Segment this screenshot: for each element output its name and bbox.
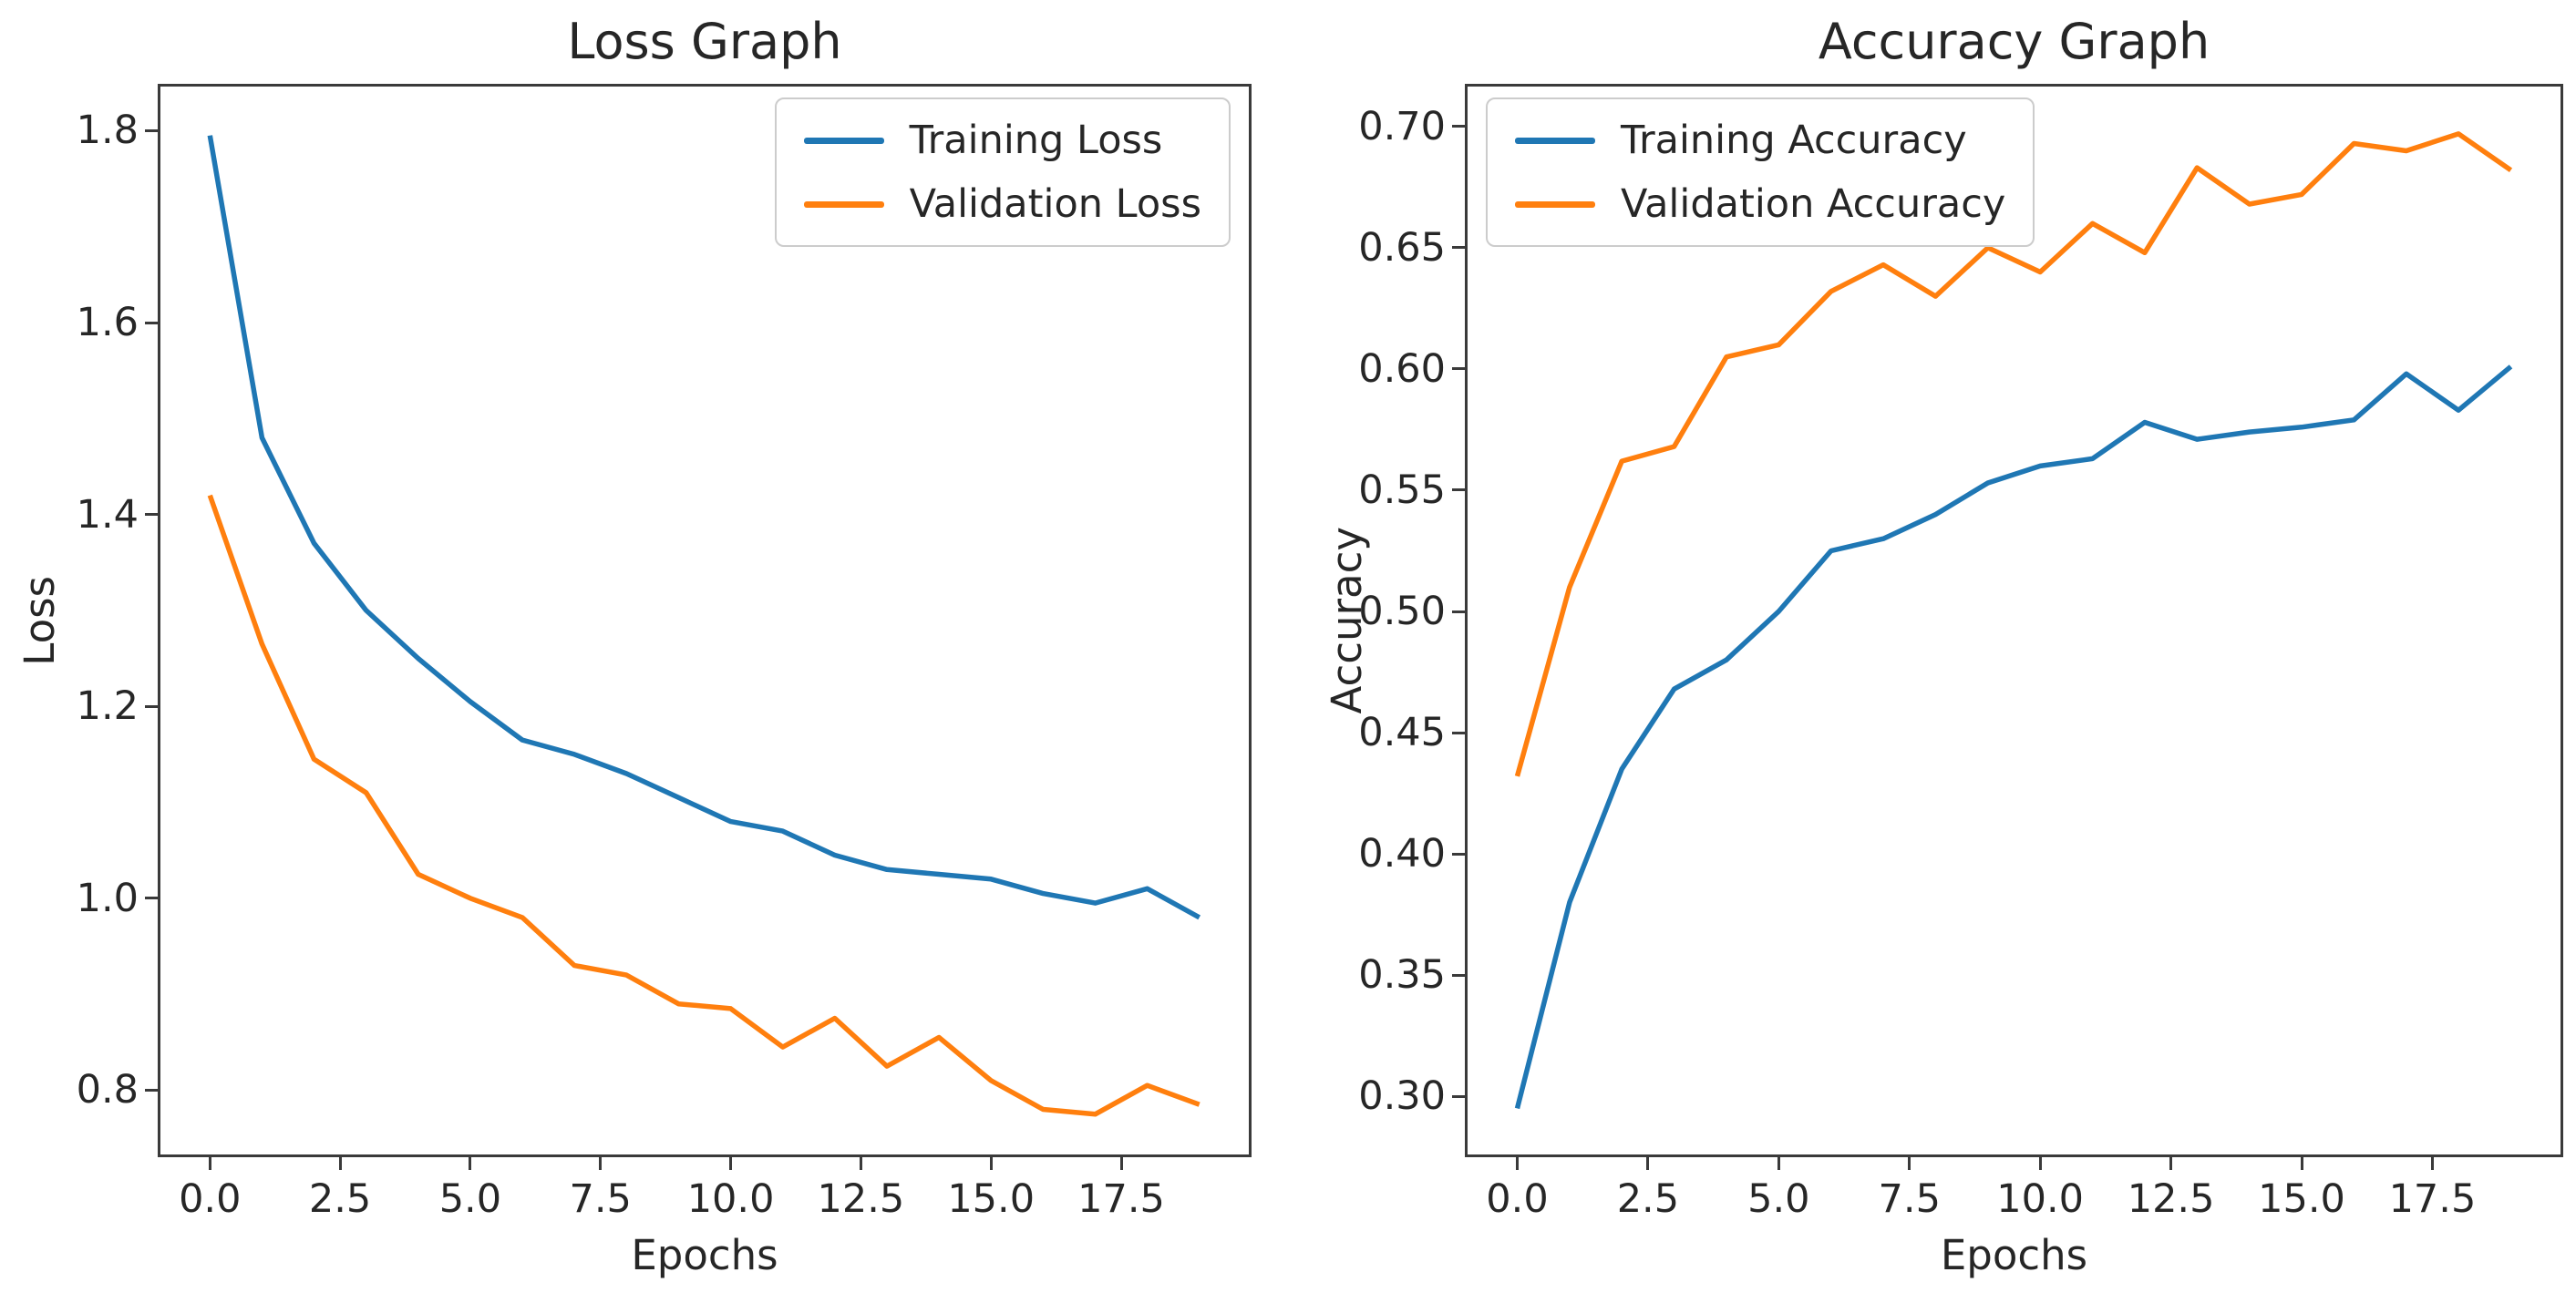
- validation-loss-line: [207, 494, 1200, 1117]
- loss-y-axis-label: Loss: [15, 575, 64, 666]
- accuracy-chart-axes: Accuracy Graph Accuracy Epochs Training …: [1323, 13, 2563, 1279]
- y-tick-label: 0.65: [1358, 224, 1446, 271]
- accuracy-legend: Training Accuracy Validation Accuracy: [1486, 97, 2035, 247]
- y-tick-label: 0.8: [76, 1067, 139, 1113]
- x-tick: [1777, 1157, 1780, 1170]
- x-tick: [729, 1157, 733, 1170]
- loss-y-axis-label-wrap: Loss: [15, 87, 64, 1154]
- x-tick: [599, 1157, 603, 1170]
- x-tick: [2169, 1157, 2173, 1170]
- x-tick: [859, 1157, 862, 1170]
- validation-accuracy-legend-label: Validation Accuracy: [1621, 181, 2006, 227]
- y-tick: [145, 704, 158, 708]
- x-tick-label: 17.5: [1077, 1176, 1165, 1222]
- y-tick: [1452, 125, 1465, 128]
- x-tick: [2300, 1157, 2303, 1170]
- x-tick-label: 5.0: [1747, 1176, 1810, 1222]
- x-tick-label: 17.5: [2388, 1176, 2477, 1222]
- x-tick: [989, 1157, 993, 1170]
- x-tick-label: 15.0: [947, 1176, 1036, 1222]
- legend-item-validation-accuracy: Validation Accuracy: [1515, 181, 2005, 227]
- accuracy-graph-plot-area: [1514, 131, 2513, 1110]
- y-tick-label: 0.30: [1358, 1073, 1446, 1120]
- y-tick: [145, 897, 158, 900]
- x-tick-label: 7.5: [1878, 1176, 1941, 1222]
- y-tick-label: 0.60: [1358, 345, 1446, 392]
- y-tick: [1452, 973, 1465, 977]
- y-tick-label: 0.45: [1358, 710, 1446, 756]
- y-tick-label: 1.8: [76, 108, 139, 154]
- x-tick-label: 12.5: [2127, 1176, 2215, 1222]
- loss-chart-axes: Loss Graph Loss Epochs Training Loss Val…: [15, 13, 1252, 1279]
- legend-item-validation-loss: Validation Loss: [803, 181, 1201, 227]
- training-loss-line: [207, 135, 1201, 920]
- x-tick-label: 7.5: [569, 1176, 632, 1222]
- x-tick: [1119, 1157, 1123, 1170]
- legend-item-training-accuracy: Training Accuracy: [1515, 118, 2005, 163]
- y-tick: [1452, 1094, 1465, 1098]
- loss-legend: Training Loss Validation Loss: [774, 97, 1231, 247]
- legend-item-training-loss: Training Loss: [803, 118, 1201, 163]
- x-tick-label: 5.0: [438, 1176, 502, 1222]
- training-accuracy-line: [1514, 364, 2513, 1110]
- y-tick: [145, 1088, 158, 1092]
- training-accuracy-legend-label: Training Accuracy: [1621, 118, 1967, 163]
- x-tick-label: 10.0: [1996, 1176, 2085, 1222]
- x-tick: [2430, 1157, 2434, 1170]
- x-tick: [1908, 1157, 1911, 1170]
- y-tick: [145, 321, 158, 324]
- x-tick-label: 0.0: [1486, 1176, 1549, 1222]
- training-loss-legend-label: Training Loss: [909, 118, 1163, 163]
- y-tick: [1452, 367, 1465, 371]
- x-tick-label: 12.5: [817, 1176, 905, 1222]
- y-tick-label: 0.40: [1358, 831, 1446, 877]
- x-tick: [1646, 1157, 1650, 1170]
- x-tick: [2038, 1157, 2042, 1170]
- validation-loss-legend-label: Validation Loss: [909, 181, 1201, 227]
- accuracy-chart-title: Accuracy Graph: [1818, 13, 2210, 70]
- loss-x-axis-label: Epochs: [631, 1231, 778, 1279]
- x-tick: [1516, 1157, 1519, 1170]
- loss-graph-plot-area: [207, 135, 1201, 1117]
- y-tick: [1452, 852, 1465, 856]
- y-tick-label: 0.70: [1358, 103, 1446, 149]
- x-tick-label: 0.0: [179, 1176, 242, 1222]
- validation-accuracy-line: [1514, 131, 2513, 777]
- y-tick-label: 0.55: [1358, 467, 1446, 513]
- y-tick-label: 0.35: [1358, 952, 1446, 999]
- accuracy-x-axis-label: Epochs: [1940, 1231, 2088, 1279]
- training-loss-legend-line-sample: [803, 137, 884, 144]
- x-tick-label: 15.0: [2258, 1176, 2345, 1222]
- x-tick-label: 10.0: [686, 1176, 775, 1222]
- y-tick-label: 1.6: [76, 300, 139, 346]
- training-accuracy-legend-line-sample: [1515, 137, 1595, 144]
- y-tick-label: 1.0: [76, 875, 139, 921]
- loss-chart-title: Loss Graph: [567, 13, 842, 70]
- y-tick-label: 0.50: [1358, 589, 1446, 635]
- y-tick: [145, 128, 158, 132]
- y-tick: [1452, 488, 1465, 492]
- x-tick: [208, 1157, 211, 1170]
- y-tick: [1452, 246, 1465, 250]
- y-tick: [1452, 731, 1465, 734]
- y-tick-label: 1.4: [76, 491, 139, 538]
- x-tick-label: 2.5: [308, 1176, 372, 1222]
- validation-loss-legend-line-sample: [803, 200, 884, 208]
- y-tick-label: 1.2: [76, 683, 139, 730]
- y-tick: [1452, 610, 1465, 613]
- x-tick-label: 2.5: [1616, 1176, 1680, 1222]
- y-tick: [145, 513, 158, 517]
- x-tick: [338, 1157, 342, 1170]
- x-tick: [469, 1157, 472, 1170]
- validation-accuracy-legend-line-sample: [1515, 200, 1595, 208]
